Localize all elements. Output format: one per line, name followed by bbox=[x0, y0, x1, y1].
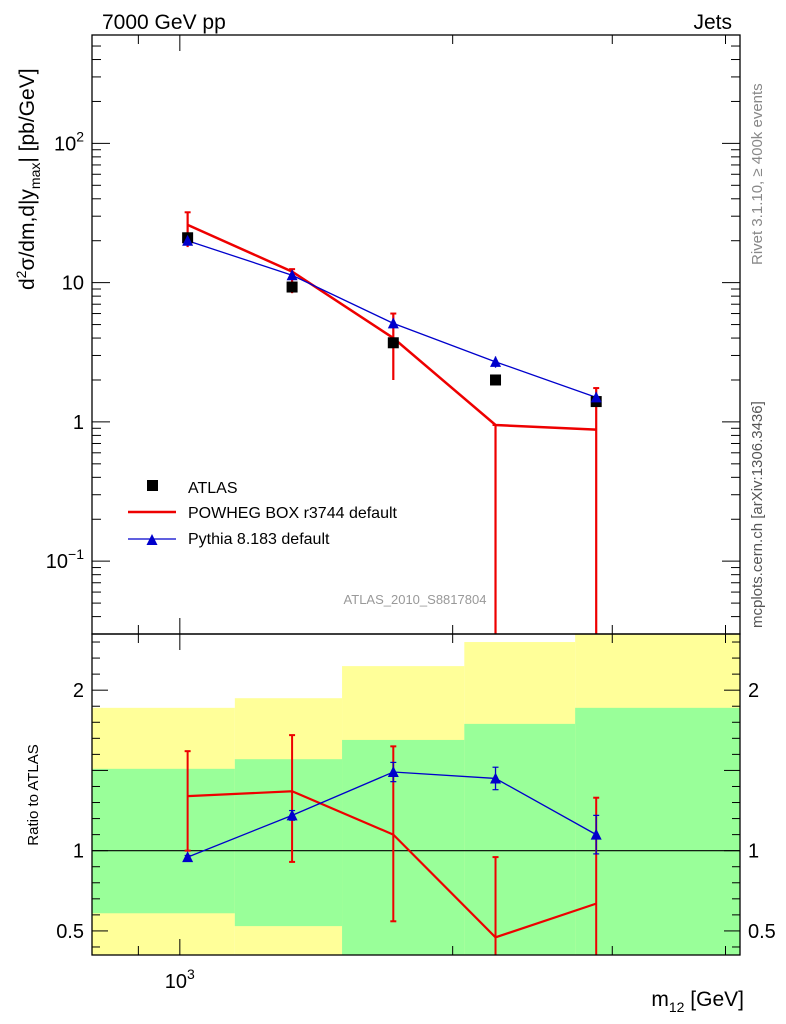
pythia-point-1 bbox=[286, 269, 298, 281]
ratio-band-inner-4 bbox=[575, 707, 740, 955]
ratio-band-inner-1 bbox=[234, 759, 343, 927]
pythia-point-0 bbox=[182, 234, 194, 246]
ratio-ytick-label-left: 2 bbox=[73, 680, 84, 702]
pythia-point-4 bbox=[590, 391, 602, 403]
legend-powheg-label: POWHEG BOX r3744 default bbox=[188, 505, 398, 522]
pythia-ratio-point-0 bbox=[182, 851, 194, 863]
mcplots-label: mcplots.cern.ch [arXiv:1306.3436] bbox=[749, 401, 766, 628]
atlas-point-1 bbox=[286, 281, 298, 293]
header-process-label: Jets bbox=[693, 11, 732, 34]
main-ytick-label: 102 bbox=[54, 128, 84, 155]
y-axis-title-main: d2σ/dm,d|ymax| [pb/GeV] bbox=[13, 68, 43, 290]
x-axis-title: m12 [GeV] bbox=[651, 988, 744, 1015]
ratio-ytick-label-right: 0.5 bbox=[748, 921, 776, 943]
pythia-ratio-point-3 bbox=[490, 772, 502, 784]
atlas-point-3 bbox=[490, 374, 502, 386]
ratio-ytick-label-left: 1 bbox=[73, 841, 84, 863]
pythia-point-3 bbox=[490, 355, 502, 367]
ratio-ytick-label-left: 0.5 bbox=[56, 921, 84, 943]
y-axis-title-ratio: Ratio to ATLAS bbox=[25, 744, 42, 845]
rivet-version-label: Rivet 3.1.10, ≥ 400k events bbox=[749, 83, 766, 265]
legend-atlas-marker bbox=[147, 480, 158, 491]
main-ytick-label: 10 bbox=[62, 273, 84, 295]
pythia-ratio-point-2 bbox=[387, 766, 399, 778]
main-plot-marks bbox=[182, 211, 602, 634]
legend: ATLAS POWHEG BOX r3744 default Pythia 8.… bbox=[128, 480, 398, 548]
ratio-band-inner-0 bbox=[92, 768, 235, 914]
axis-tick-labels: 10−1 1 10 102 0.5 0.5 1 1 2 2 103 bbox=[46, 128, 776, 993]
ratio-ytick-label-right: 1 bbox=[748, 841, 759, 863]
ratio-ytick-label-right: 2 bbox=[748, 680, 759, 702]
header-energy-label: 7000 GeV pp bbox=[102, 11, 226, 34]
legend-pythia-label: Pythia 8.183 default bbox=[188, 531, 330, 548]
xtick-label: 103 bbox=[165, 966, 195, 993]
analysis-watermark: ATLAS_2010_S8817804 bbox=[344, 592, 487, 607]
pythia-ratio-point-1 bbox=[286, 809, 298, 821]
main-ytick-label: 1 bbox=[73, 412, 84, 434]
ratio-band-inner-3 bbox=[464, 723, 576, 955]
main-ytick-label: 10−1 bbox=[46, 546, 84, 573]
pythia-ratio-point-4 bbox=[590, 828, 602, 840]
ratio-plot-marks bbox=[182, 734, 602, 955]
legend-atlas-label: ATLAS bbox=[188, 480, 238, 497]
legend-pythia-marker bbox=[146, 534, 158, 545]
pythia-point-2 bbox=[387, 317, 399, 329]
pythia-main-line bbox=[187, 240, 597, 398]
atlas-point-2 bbox=[387, 337, 399, 349]
ratio-plot-frame bbox=[91, 633, 741, 956]
axis-ticks bbox=[91, 34, 740, 955]
